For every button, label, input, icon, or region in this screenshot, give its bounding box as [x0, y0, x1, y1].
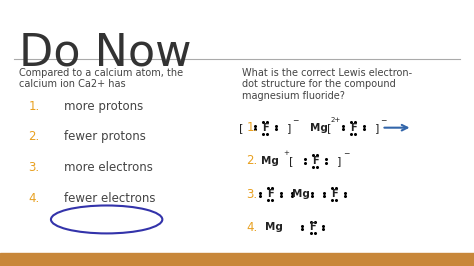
Text: 3.: 3. [246, 188, 257, 201]
Text: more electrons: more electrons [64, 161, 153, 174]
Text: [: [ [289, 156, 294, 166]
Text: ]: ] [287, 123, 292, 133]
Text: [: [ [239, 123, 244, 133]
Text: 2+: 2+ [330, 117, 341, 123]
Text: 1.: 1. [246, 121, 258, 134]
Text: Mg: Mg [265, 222, 283, 232]
Text: −: − [381, 116, 387, 125]
Text: Do Now: Do Now [19, 32, 191, 75]
Text: ]: ] [374, 123, 379, 133]
Text: F: F [267, 189, 273, 199]
Text: Compared to a calcium atom, the
calcium ion Ca2+ has: Compared to a calcium atom, the calcium … [19, 68, 183, 89]
Text: −: − [292, 116, 299, 125]
Text: F: F [310, 222, 316, 232]
Text: Mg: Mg [261, 156, 279, 166]
Text: 4.: 4. [28, 192, 40, 205]
Text: F: F [350, 123, 356, 133]
Text: F: F [331, 189, 337, 199]
Text: 1.: 1. [28, 100, 40, 113]
Text: 2.: 2. [28, 131, 40, 143]
Text: 3.: 3. [28, 161, 39, 174]
Text: What is the correct Lewis electron-
dot structure for the compound
magnesium flu: What is the correct Lewis electron- dot … [242, 68, 412, 101]
Text: Mg: Mg [292, 189, 310, 199]
Text: [: [ [327, 123, 332, 133]
Text: fewer electrons: fewer electrons [64, 192, 155, 205]
Text: F: F [312, 156, 319, 166]
Text: F: F [262, 123, 269, 133]
Text: +: + [283, 151, 289, 156]
Text: 4.: 4. [246, 221, 258, 234]
Text: more protons: more protons [64, 100, 143, 113]
Text: 2.: 2. [246, 155, 258, 167]
Text: ]: ] [337, 156, 341, 166]
Text: −: − [343, 149, 349, 158]
Text: fewer protons: fewer protons [64, 131, 146, 143]
Text: Mg: Mg [310, 123, 328, 133]
Bar [0, 253, 474, 266]
